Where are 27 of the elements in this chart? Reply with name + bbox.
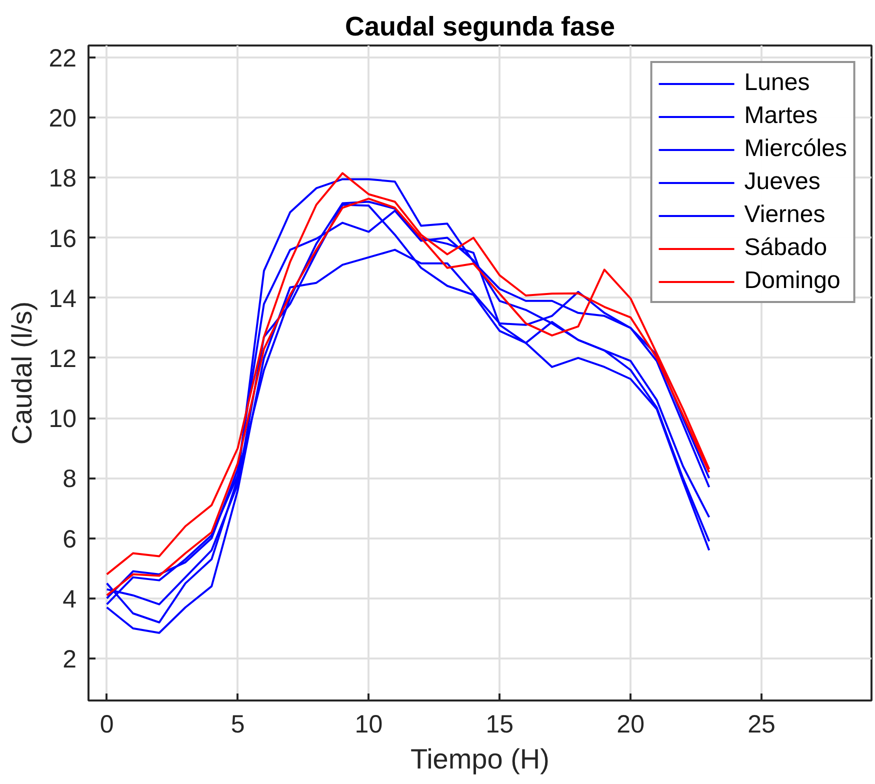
y-tick-label: 16 [48,224,77,253]
x-tick-label: 25 [748,710,776,738]
y-tick-label: 6 [62,525,76,554]
y-tick-label: 14 [48,284,77,313]
legend-label: Martes [744,102,818,130]
x-axis-title: Tiempo (H) [410,744,550,774]
x-tick-label: 5 [230,710,245,738]
legend-label: Jueves [744,168,820,196]
x-tick-label: 20 [616,710,644,738]
y-tick-label: 12 [48,344,77,373]
x-tick-label: 0 [100,710,114,738]
y-tick-label: 10 [48,405,77,434]
y-tick-label: 22 [48,44,77,73]
y-axis-title: Caudal (l/s) [6,301,38,445]
chart-title: Caudal segunda fase [344,12,616,42]
y-tick-label: 18 [48,164,77,193]
x-tick-label: 15 [486,710,514,738]
y-tick-label: 4 [62,585,77,614]
legend-label: Sábado [744,234,828,262]
y-tick-label: 2 [62,645,76,674]
y-tick-label: 20 [48,104,77,133]
legend-label: Viernes [744,201,826,229]
legend-label: Domingo [744,267,840,295]
y-tick-label: 8 [62,465,76,494]
x-tick-label: 10 [354,710,383,738]
legend-label: Miercóles [744,135,847,163]
legend-label: Lunes [744,69,810,97]
